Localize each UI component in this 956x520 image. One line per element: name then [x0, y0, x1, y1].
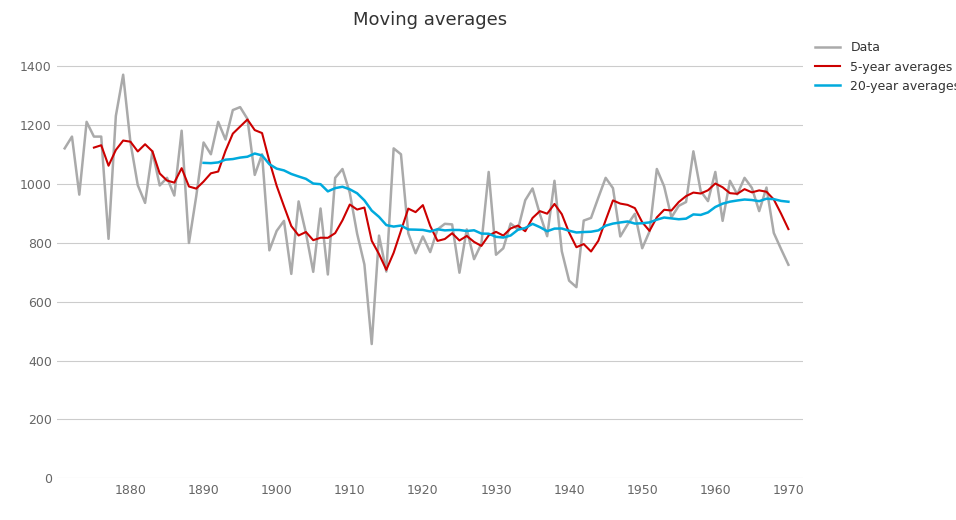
Data: [761, 185, 772, 191]
Line: Data: Data: [65, 75, 789, 344]
20-year averages: [228, 156, 239, 162]
Data: [505, 220, 516, 227]
5-year averages: [783, 226, 794, 232]
20-year averages: [198, 160, 209, 166]
Data: [206, 151, 217, 158]
Data: [118, 72, 129, 78]
5-year averages: [725, 190, 736, 196]
20-year averages: [746, 197, 757, 203]
20-year averages: [432, 226, 444, 232]
Title: Moving averages: Moving averages: [353, 11, 508, 29]
Data: [366, 341, 378, 347]
20-year averages: [490, 233, 502, 240]
5-year averages: [198, 178, 209, 185]
Data: [739, 175, 750, 181]
Data: [446, 222, 458, 228]
5-year averages: [746, 189, 757, 196]
Line: 5-year averages: 5-year averages: [94, 120, 789, 270]
5-year averages: [490, 229, 502, 235]
5-year averages: [228, 131, 239, 137]
Legend: Data, 5-year averages, 20-year averages: Data, 5-year averages, 20-year averages: [811, 36, 956, 98]
Data: [783, 262, 794, 268]
Data: [59, 145, 71, 151]
20-year averages: [725, 199, 736, 205]
5-year averages: [432, 238, 444, 244]
20-year averages: [783, 199, 794, 205]
Data: [234, 104, 246, 110]
Line: 20-year averages: 20-year averages: [204, 153, 789, 238]
